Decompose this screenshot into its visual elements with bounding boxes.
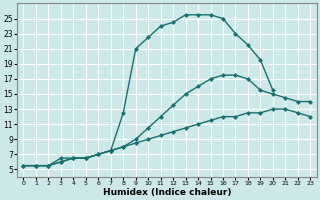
X-axis label: Humidex (Indice chaleur): Humidex (Indice chaleur) bbox=[103, 188, 231, 197]
